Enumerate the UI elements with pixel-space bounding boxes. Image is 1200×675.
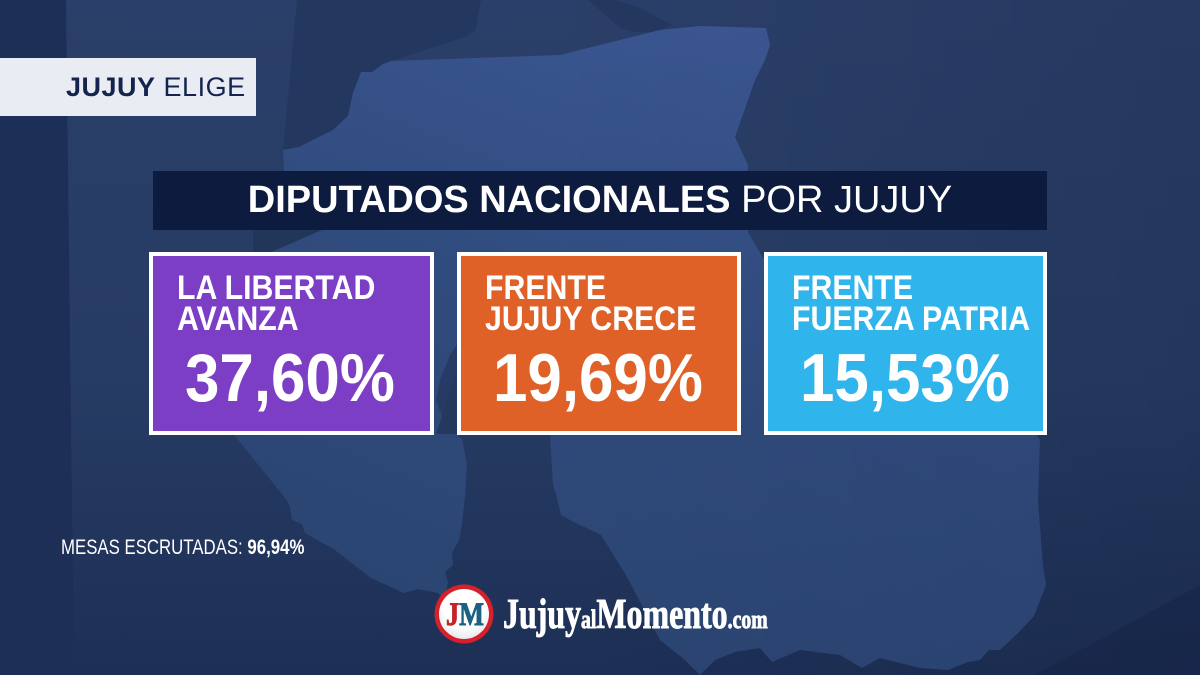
svg-text:JM: JM [446,597,484,633]
